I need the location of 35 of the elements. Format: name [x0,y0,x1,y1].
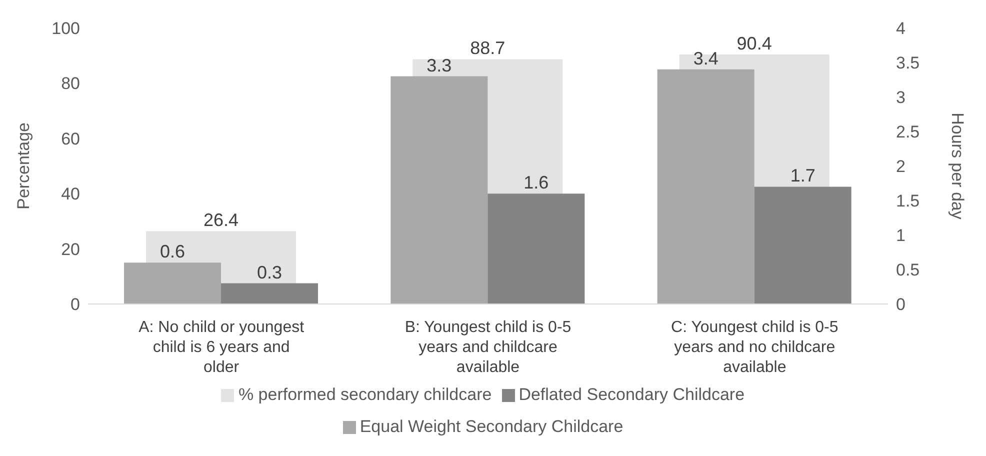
legend-label: Equal Weight Secondary Childcare [360,417,624,436]
y2-tick-label: 0 [896,295,906,314]
y2-tick-label: 3.5 [896,54,920,73]
y-tick-label: 20 [61,240,80,259]
data-label: 26.4 [203,210,239,230]
y2-tick-label: 4 [896,19,906,38]
x-tick-label: C: Youngest child is 0-5 years and no childcare available [671,319,838,376]
y2-tick-label: 3 [896,88,906,108]
data-label: 88.7 [470,38,506,58]
y-tick-label: 40 [61,184,80,204]
data-label: 0.6 [160,242,186,262]
bar [754,186,852,304]
y-tick-label: 80 [61,74,80,94]
x-tick-label: A: No child or youngest child is 6 years and older [138,319,305,376]
y2-tick-label: 0.5 [896,260,920,280]
y2-tick-label: 2 [896,157,906,176]
data-label: 3.3 [426,55,452,76]
data-label: 1.7 [790,166,816,186]
bar [488,194,585,304]
data-label: 1.6 [524,172,549,193]
legend-label: % performed secondary childcare [238,385,492,404]
y2-tick-label: 2.5 [896,122,920,142]
data-label: 3.4 [693,48,718,68]
y-tick-label: 100 [52,19,80,38]
bar [221,283,318,304]
y-axis-title: Percentage [14,122,34,210]
data-label: 0.3 [256,262,282,282]
legend-label: Deflated Secondary Childcare [518,385,745,404]
data-label: 90.4 [736,33,772,54]
y-tick-label: 0 [70,295,80,314]
y-tick-label: 60 [61,129,80,148]
y2-tick-label: 1 [896,226,906,246]
y2-axis-title: Hours per day [948,112,967,220]
x-tick-label: B: Youngest child is 0-5 years and childcare available [404,319,572,376]
y2-tick-label: 1.5 [896,192,920,211]
